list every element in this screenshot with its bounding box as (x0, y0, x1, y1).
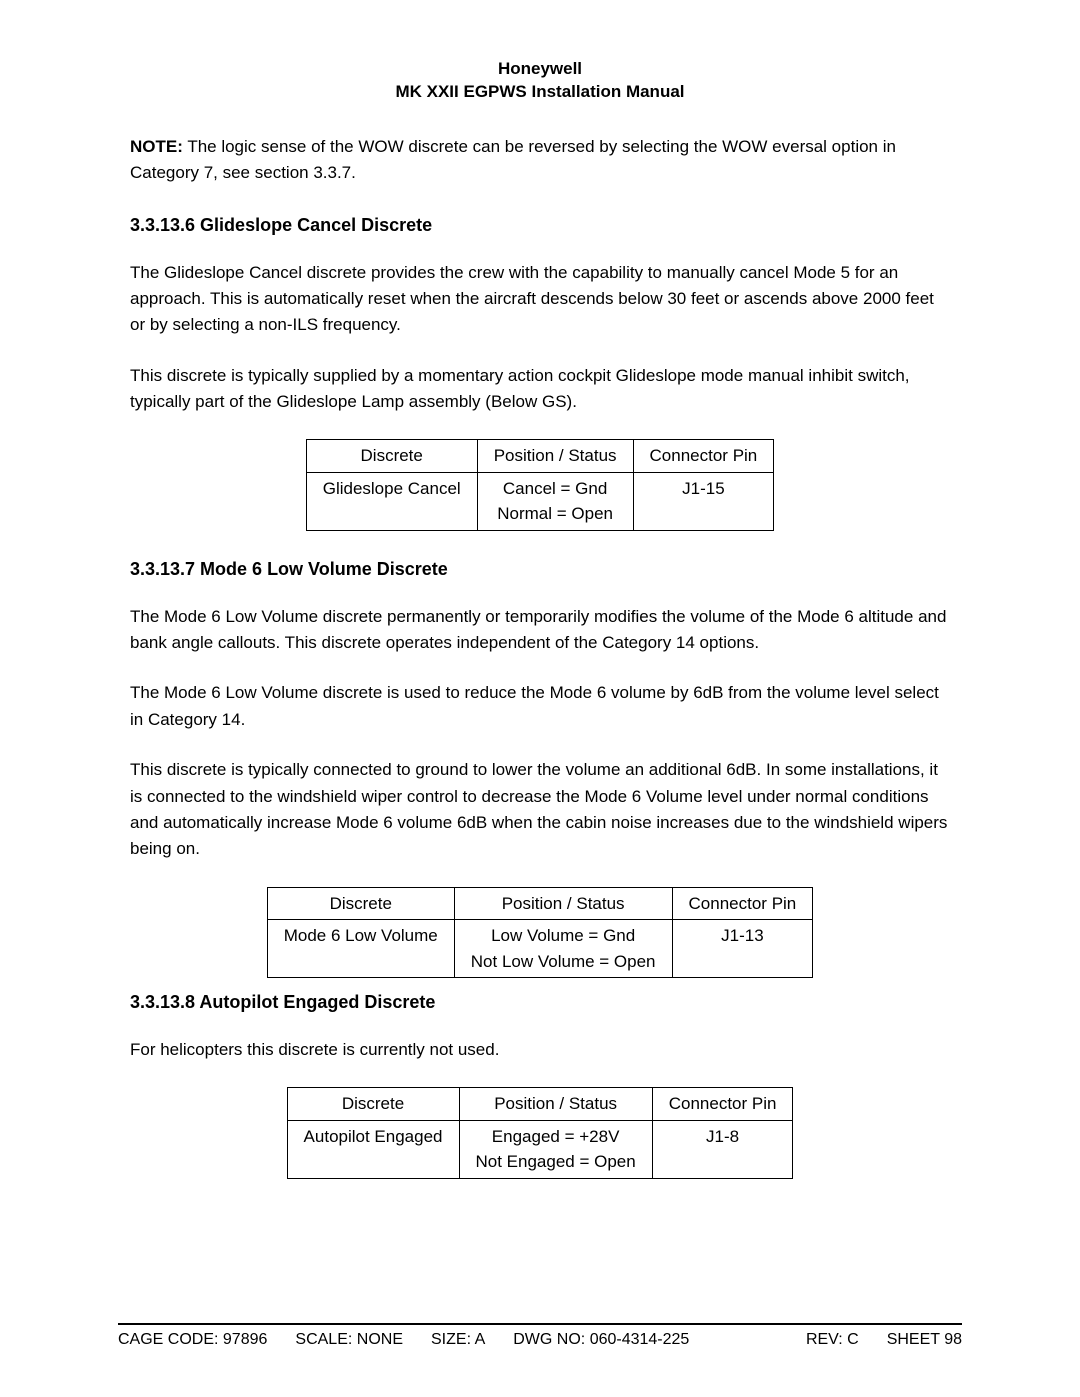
section-6-p1: The Glideslope Cancel discrete provides … (130, 260, 950, 339)
footer-spacer (717, 1331, 778, 1349)
footer-cage: CAGE CODE: 97896 (118, 1331, 267, 1349)
table-row: Mode 6 Low Volume Low Volume = Gnd Not L… (267, 920, 813, 978)
table-row: Discrete Position / Status Connector Pin (287, 1088, 793, 1121)
section-8-p1: For helicopters this discrete is current… (130, 1037, 950, 1063)
section-7-heading: 3.3.13.7 Mode 6 Low Volume Discrete (130, 559, 950, 580)
section-7-p1: The Mode 6 Low Volume discrete permanent… (130, 604, 950, 657)
footer-sheet: SHEET 98 (887, 1331, 962, 1349)
cell-position: Cancel = Gnd Normal = Open (477, 472, 633, 530)
col-position-header: Position / Status (477, 440, 633, 473)
doc-title: MK XXII EGPWS Installation Manual (130, 81, 950, 104)
section-8-table: Discrete Position / Status Connector Pin… (287, 1087, 794, 1179)
footer-scale: SCALE: NONE (295, 1331, 403, 1349)
doc-header: Honeywell MK XXII EGPWS Installation Man… (130, 58, 950, 104)
table-row: Discrete Position / Status Connector Pin (267, 887, 813, 920)
cell-position: Engaged = +28V Not Engaged = Open (459, 1120, 652, 1178)
cell-discrete: Autopilot Engaged (287, 1120, 459, 1178)
cell-discrete: Glideslope Cancel (306, 472, 477, 530)
col-position-header: Position / Status (459, 1088, 652, 1121)
table-row: Autopilot Engaged Engaged = +28V Not Eng… (287, 1120, 793, 1178)
page-footer: CAGE CODE: 97896 SCALE: NONE SIZE: A DWG… (118, 1323, 962, 1349)
col-discrete-header: Discrete (287, 1088, 459, 1121)
section-6-heading: 3.3.13.6 Glideslope Cancel Discrete (130, 215, 950, 236)
cell-connector: J1-13 (672, 920, 813, 978)
section-6-p2: This discrete is typically supplied by a… (130, 363, 950, 416)
cell-connector: J1-8 (652, 1120, 793, 1178)
note-paragraph: NOTE: The logic sense of the WOW discret… (130, 134, 950, 187)
section-8-heading: 3.3.13.8 Autopilot Engaged Discrete (130, 992, 950, 1013)
col-connector-header: Connector Pin (633, 440, 774, 473)
table-row: Discrete Position / Status Connector Pin (306, 440, 774, 473)
section-7-p3: This discrete is typically connected to … (130, 757, 950, 862)
company-name: Honeywell (130, 58, 950, 81)
cell-discrete: Mode 6 Low Volume (267, 920, 454, 978)
table-row: Glideslope Cancel Cancel = Gnd Normal = … (306, 472, 774, 530)
note-text: The logic sense of the WOW discrete can … (130, 137, 896, 182)
note-label: NOTE: (130, 137, 183, 156)
col-position-header: Position / Status (454, 887, 672, 920)
col-connector-header: Connector Pin (652, 1088, 793, 1121)
cell-connector: J1-15 (633, 472, 774, 530)
footer-size: SIZE: A (431, 1331, 485, 1349)
section-6-table: Discrete Position / Status Connector Pin… (306, 439, 775, 531)
section-7-table: Discrete Position / Status Connector Pin… (267, 887, 814, 979)
col-discrete-header: Discrete (306, 440, 477, 473)
col-discrete-header: Discrete (267, 887, 454, 920)
col-connector-header: Connector Pin (672, 887, 813, 920)
section-7-p2: The Mode 6 Low Volume discrete is used t… (130, 680, 950, 733)
page: Honeywell MK XXII EGPWS Installation Man… (0, 0, 1080, 1179)
footer-rev: REV: C (806, 1331, 859, 1349)
footer-dwg: DWG NO: 060-4314-225 (513, 1331, 689, 1349)
cell-position: Low Volume = Gnd Not Low Volume = Open (454, 920, 672, 978)
